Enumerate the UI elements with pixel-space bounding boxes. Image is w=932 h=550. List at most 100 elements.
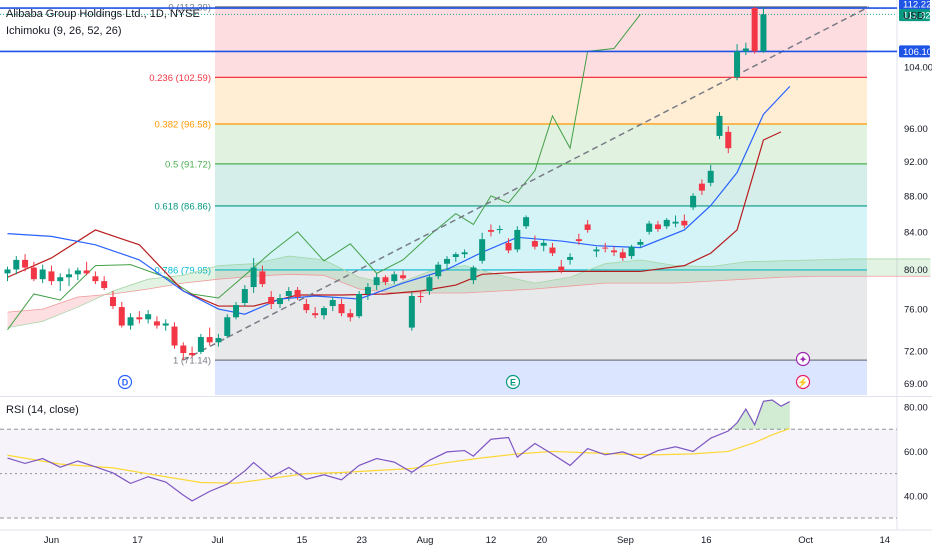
candle-body	[417, 295, 424, 297]
price-tick-label: 69.00	[904, 379, 928, 390]
candle	[347, 309, 354, 322]
candle	[259, 265, 266, 288]
time-tick-label: 15	[297, 535, 308, 546]
candle	[285, 287, 292, 302]
candle-body	[479, 239, 486, 261]
rsi-panel: 40.00 60.00 80.00	[0, 399, 928, 519]
candle	[39, 264, 46, 284]
candle-body	[628, 246, 635, 257]
time-tick-label: Oct	[798, 535, 813, 546]
candle	[364, 283, 371, 301]
candle	[417, 290, 424, 304]
candle-body	[312, 313, 319, 316]
candle-body	[22, 259, 29, 268]
price-label-box: 106.10	[899, 45, 932, 58]
split-marker-glyph: ⚡	[797, 377, 808, 389]
candle	[690, 193, 697, 211]
candle	[672, 215, 679, 228]
rsi-ma-line	[7, 427, 791, 484]
candle	[681, 214, 688, 229]
candle-body	[523, 217, 530, 227]
candle-body	[268, 296, 275, 305]
candle-body	[118, 307, 125, 326]
candle-body	[39, 269, 46, 280]
dividend-marker: D	[117, 374, 133, 390]
candle-body	[145, 314, 152, 320]
candle	[171, 322, 178, 349]
candle	[567, 253, 574, 265]
candle	[505, 238, 512, 254]
candle-body	[646, 223, 653, 232]
candle-body	[751, 8, 758, 52]
candle-body	[285, 291, 292, 296]
indicator-legend[interactable]: Ichimoku (9, 26, 52, 26)	[6, 25, 122, 37]
candle-body	[153, 321, 160, 326]
candle-body	[356, 293, 363, 317]
candle	[751, 6, 758, 54]
candle-body	[663, 219, 670, 227]
candle	[628, 244, 635, 259]
candle-body	[584, 224, 591, 230]
candle	[189, 346, 196, 358]
tenkan-sen-line	[7, 85, 791, 315]
fib-band	[215, 163, 867, 206]
price-tick-label: 72.00	[904, 346, 928, 357]
candle-body	[250, 267, 257, 288]
ichimoku-cloud	[108, 256, 931, 295]
senkou-span-b-line	[7, 273, 931, 313]
ichimoku	[7, 13, 931, 330]
time-axis: Jun 17 Jul 15 23 Aug 12 20 Sep 16 Oct 14	[44, 535, 890, 546]
price-label-bg	[899, 0, 930, 11]
candle	[320, 306, 327, 320]
candle	[400, 270, 407, 281]
candle	[479, 232, 486, 264]
dividend-marker-glyph: D	[122, 378, 129, 388]
price-tick-label: 96.00	[904, 124, 928, 135]
candle-body	[347, 313, 354, 318]
candle-body	[575, 239, 582, 242]
candle	[215, 333, 222, 347]
candle-body	[698, 183, 705, 191]
rsi-tick-label: 80.00	[904, 403, 928, 414]
rsi-tick-label: 40.00	[904, 491, 928, 502]
price-tick-label: 80.00	[904, 265, 928, 276]
candle-body	[127, 317, 134, 326]
fib-band	[215, 124, 867, 164]
candle-body	[303, 304, 310, 311]
candle	[127, 313, 134, 330]
candle-body	[136, 317, 143, 320]
candle	[523, 215, 530, 230]
candle	[373, 273, 380, 291]
candle	[593, 246, 600, 258]
candle-body	[496, 229, 503, 231]
candles	[4, 6, 767, 361]
candle-body	[391, 274, 398, 282]
candle	[646, 220, 653, 235]
currency-label[interactable]: USD	[903, 11, 925, 22]
time-tick-label: Sep	[617, 535, 634, 546]
candle-body	[180, 345, 187, 354]
ichimoku-cloud	[7, 293, 109, 328]
fib-band	[215, 205, 867, 270]
price-tick-label: 92.00	[904, 157, 928, 168]
candle-body	[197, 337, 204, 352]
event-marker-glyph: ✦	[799, 355, 807, 365]
candle-body	[654, 224, 661, 230]
candle	[382, 275, 389, 286]
candle	[118, 302, 125, 328]
candle-body	[558, 266, 565, 271]
candle	[22, 254, 29, 272]
candle	[312, 307, 319, 319]
candle-body	[514, 229, 521, 250]
candle-body	[30, 267, 37, 280]
rsi-legend[interactable]: RSI (14, close)	[6, 404, 79, 416]
panel-separator	[0, 396, 932, 397]
candle	[602, 242, 609, 253]
candle-body	[707, 170, 714, 183]
candle	[224, 314, 231, 339]
earnings-marker-circle	[505, 374, 521, 390]
time-tick-label: 20	[537, 535, 548, 546]
